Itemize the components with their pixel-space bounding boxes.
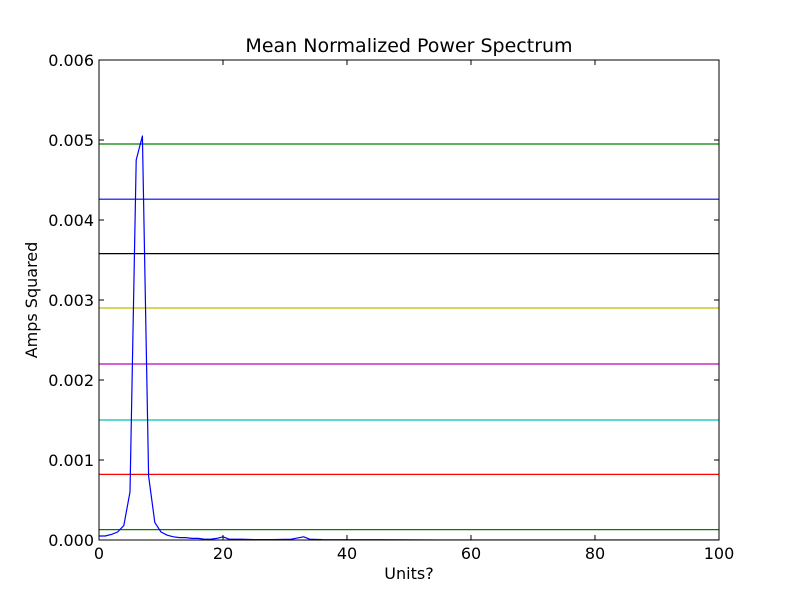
y-tick-label: 0.001	[48, 451, 94, 470]
y-tick-label: 0.006	[48, 51, 94, 70]
y-axis-label: Amps Squared	[22, 242, 41, 359]
y-tick-label: 0.004	[48, 211, 94, 230]
x-tick-label: 20	[213, 544, 233, 563]
x-tick-label: 60	[461, 544, 481, 563]
y-tick-label: 0.002	[48, 371, 94, 390]
x-tick-label: 80	[585, 544, 605, 563]
y-tick-label: 0.005	[48, 131, 94, 150]
x-axis: 0 20 40 60 80 100	[94, 60, 734, 563]
y-axis: 0.000 0.001 0.002 0.003 0.004 0.005 0.006	[48, 51, 719, 550]
chart-title: Mean Normalized Power Spectrum	[245, 35, 572, 57]
y-tick-label: 0.003	[48, 291, 94, 310]
x-axis-label: Units?	[384, 564, 433, 583]
y-tick-label: 0.000	[48, 531, 94, 550]
x-tick-label: 40	[337, 544, 357, 563]
x-tick-label: 0	[94, 544, 104, 563]
plot-area	[99, 60, 719, 540]
reference-lines	[99, 143, 719, 531]
x-tick-label: 100	[704, 544, 735, 563]
